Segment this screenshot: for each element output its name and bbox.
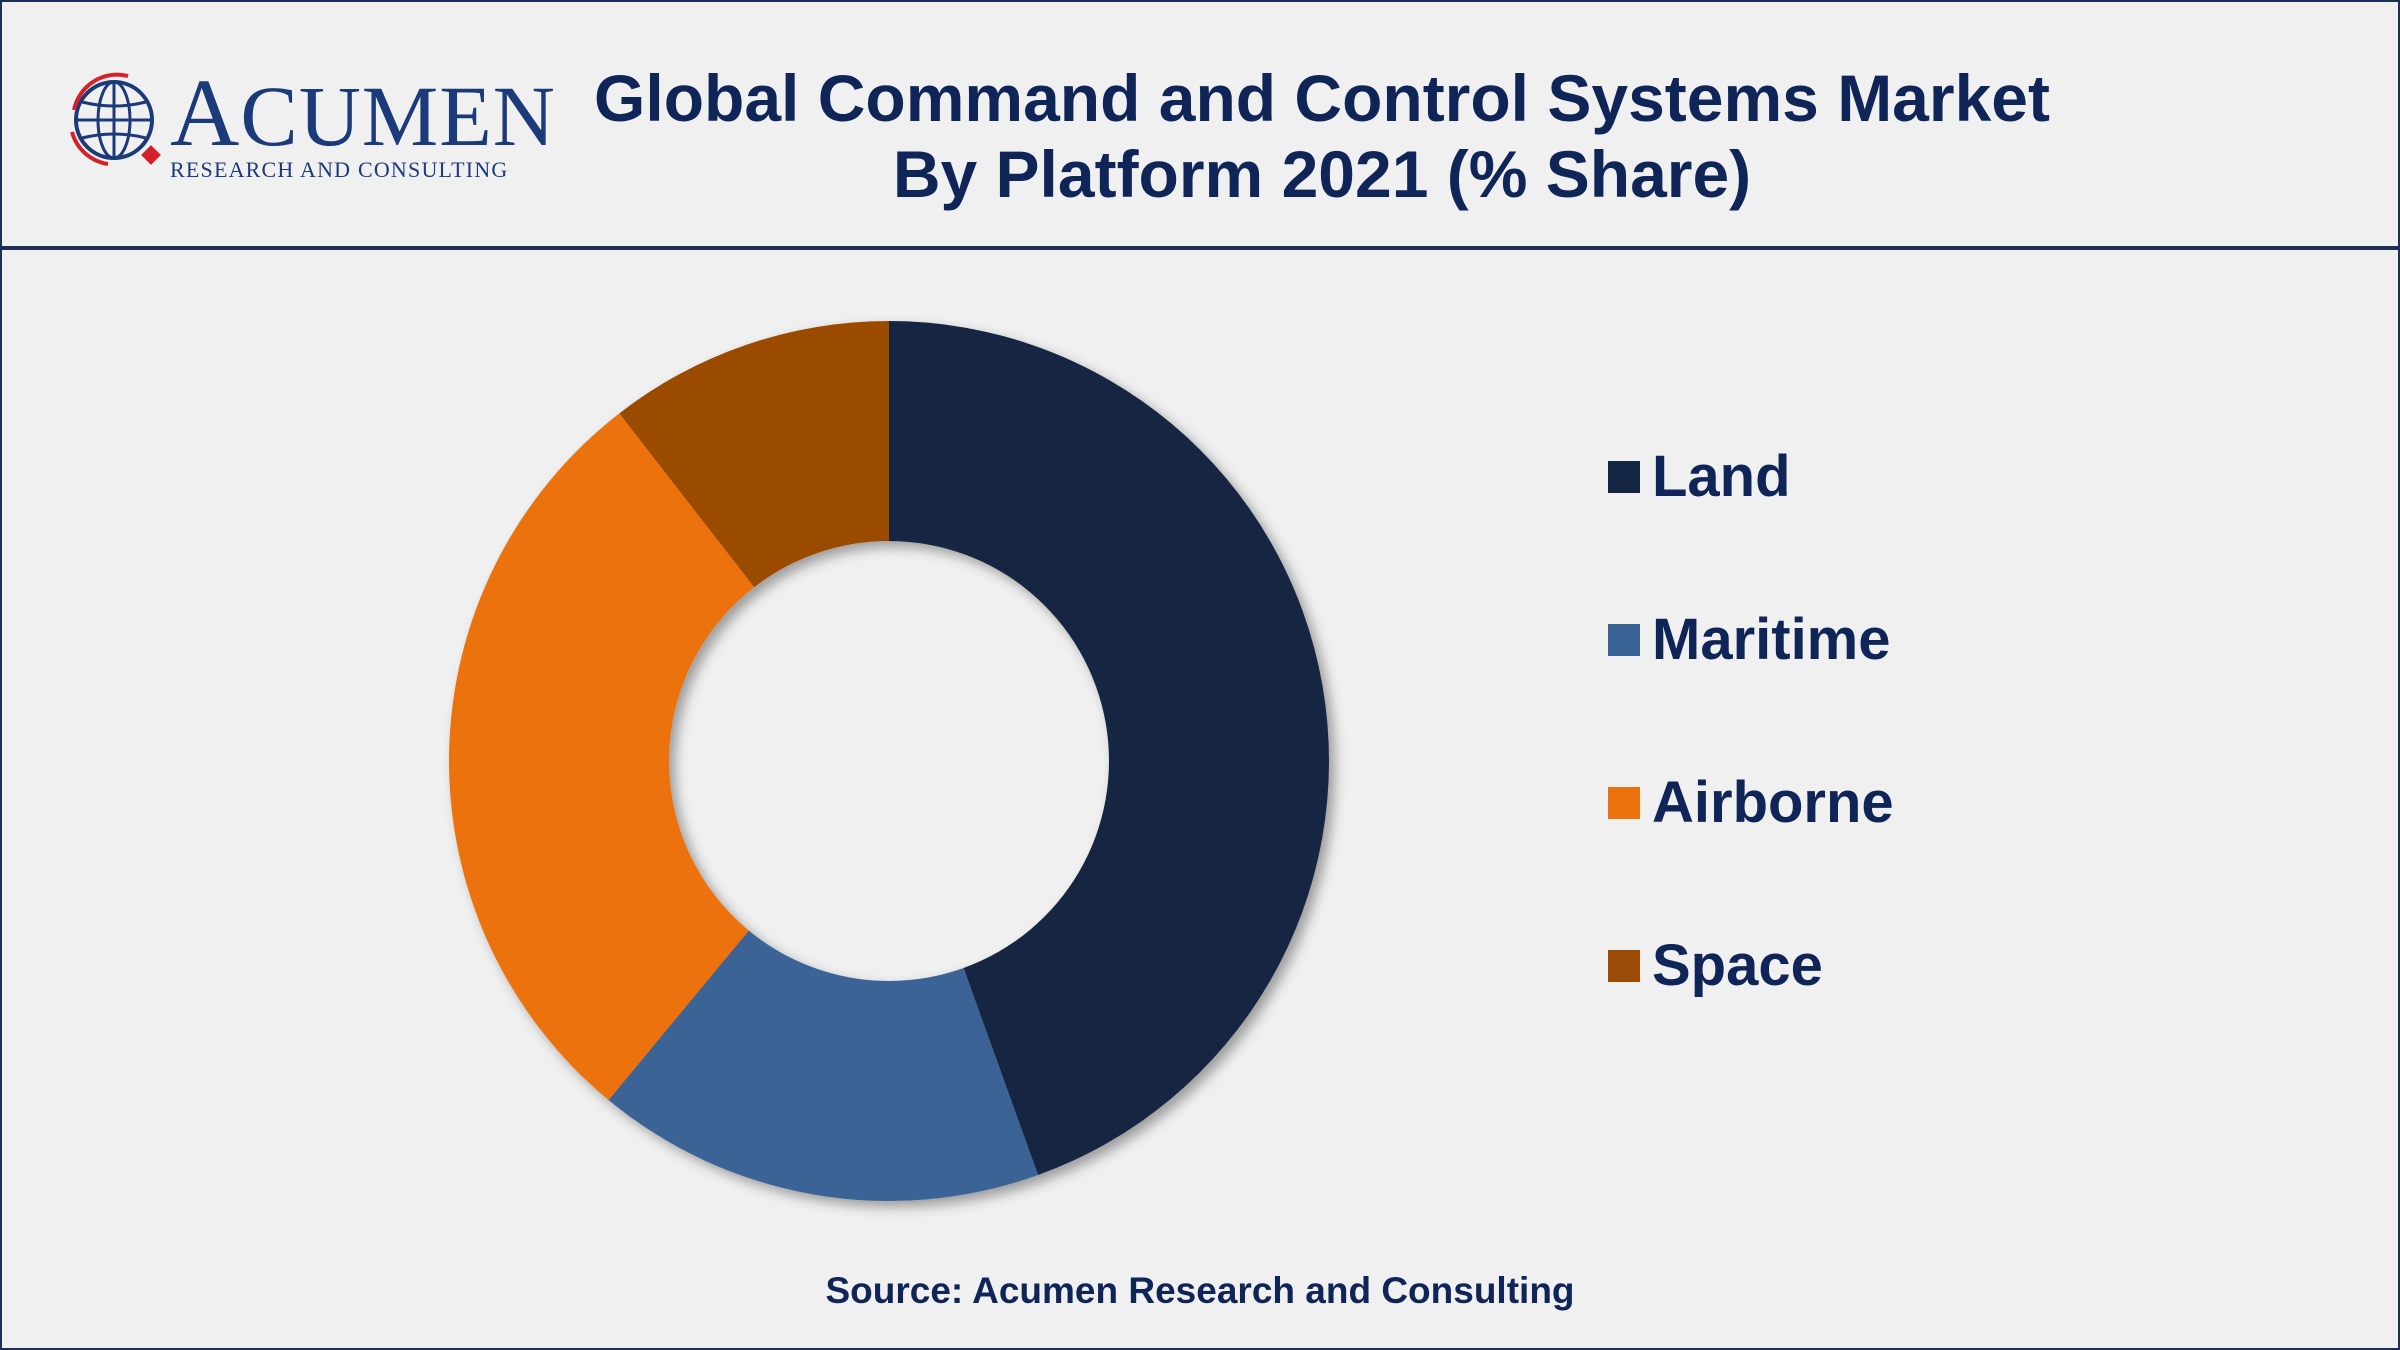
chart-title-line-1: Global Command and Control Systems Marke… xyxy=(594,61,2050,135)
legend-item-land: Land xyxy=(1608,442,1791,512)
chart-title-line-2: By Platform 2021 (% Share) xyxy=(892,137,1752,211)
globe-icon xyxy=(70,72,161,166)
chart-title: Global Command and Control Systems Marke… xyxy=(522,60,2122,212)
legend-item-maritime: Maritime xyxy=(1608,605,1891,675)
legend-item-airborne: Airborne xyxy=(1608,768,1894,838)
legend-swatch xyxy=(1608,624,1640,656)
legend-swatch xyxy=(1608,950,1640,982)
donut-slice-space xyxy=(619,321,889,588)
legend-swatch xyxy=(1608,461,1640,493)
source-note: Source: Acumen Research and Consulting xyxy=(825,1270,1575,1311)
donut-slice-land xyxy=(889,321,1329,1175)
legend-item-space: Space xyxy=(1608,931,1823,1001)
logo-name: ACUMEN xyxy=(170,59,556,166)
logo-tagline: RESEARCH AND CONSULTING xyxy=(170,157,509,182)
acumen-logo: ACUMEN RESEARCH AND CONSULTING xyxy=(68,65,555,182)
legend-label: Space xyxy=(1652,933,1823,998)
donut-slice-maritime xyxy=(608,930,1039,1201)
legend-label: Land xyxy=(1652,444,1791,509)
donut-chart xyxy=(448,321,1329,1201)
donut-slice-airborne xyxy=(448,413,755,1101)
legend-swatch xyxy=(1608,787,1640,819)
legend-label: Airborne xyxy=(1652,770,1894,835)
header: ACUMEN RESEARCH AND CONSULTING Global Co… xyxy=(2,2,2398,250)
legend-label: Maritime xyxy=(1652,607,1891,672)
